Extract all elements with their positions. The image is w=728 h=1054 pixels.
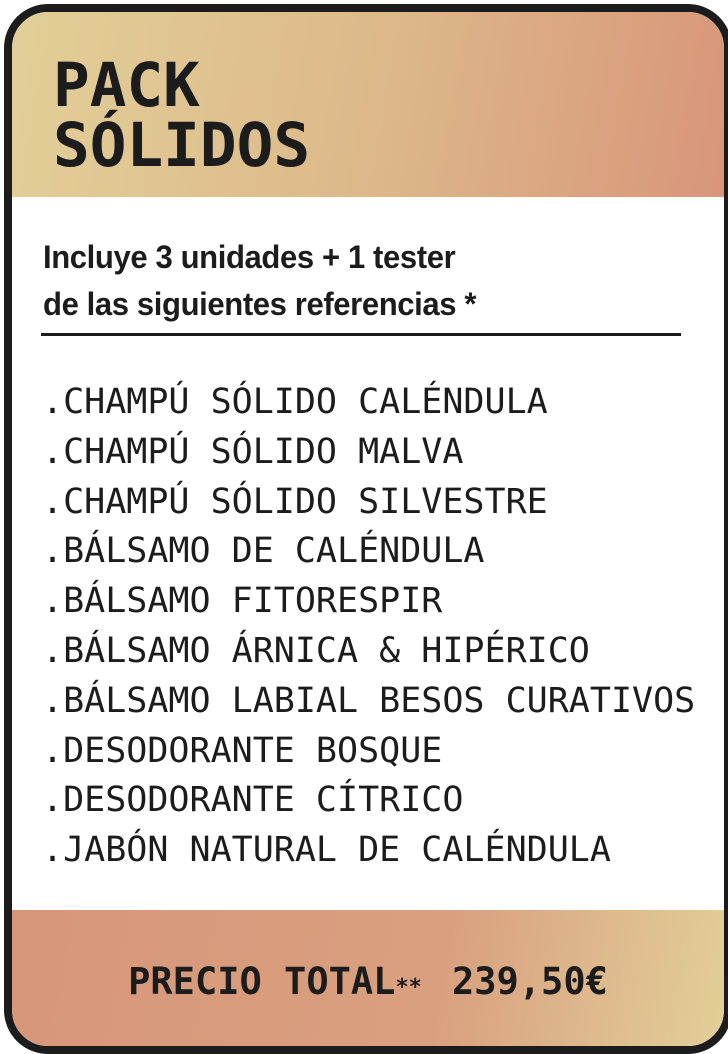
list-item: .CHAMPÚ SÓLIDO MALVA bbox=[42, 431, 464, 472]
list-item: .CHAMPÚ SÓLIDO CALÉNDULA bbox=[42, 382, 548, 422]
list-item: .BÁLSAMO ÁRNICA & HIPÉRICO bbox=[42, 630, 590, 671]
intro-line-1: Incluye 3 unidades + 1 tester bbox=[43, 239, 456, 275]
price-label: PRECIO TOTAL bbox=[128, 960, 396, 1003]
product-list: .CHAMPÚ SÓLIDO CALÉNDULA .CHAMPÚ SÓLIDO … bbox=[42, 378, 722, 876]
pack-card: PACK SÓLIDOS Incluye 3 unidades + 1 teste… bbox=[4, 4, 728, 1054]
pack-title: PACK SÓLIDOS bbox=[53, 55, 310, 176]
divider bbox=[41, 333, 681, 336]
list-item: .CHAMPÚ SÓLIDO SILVESTRE bbox=[42, 481, 548, 522]
header-banner: PACK SÓLIDOS bbox=[12, 12, 724, 197]
price-line: PRECIO TOTAL** 239,50€ bbox=[12, 960, 724, 1003]
list-item: .BÁLSAMO FITORESPIR bbox=[42, 581, 443, 622]
intro-line-2: de las siguientes referencias * bbox=[43, 286, 477, 322]
list-item: .DESODORANTE BOSQUE bbox=[42, 730, 443, 771]
title-line-2: SÓLIDOS bbox=[53, 110, 311, 181]
intro-text: Incluye 3 unidades + 1 tester de las sigu… bbox=[43, 234, 664, 328]
footer-banner: PRECIO TOTAL** 239,50€ bbox=[12, 910, 724, 1046]
list-item: .DESODORANTE CÍTRICO bbox=[42, 780, 464, 821]
list-item: .BÁLSAMO DE CALÉNDULA bbox=[42, 531, 485, 572]
list-item: .JABÓN NATURAL DE CALÉNDULA bbox=[42, 830, 611, 871]
price-footnote-mark: ** bbox=[395, 975, 422, 1000]
list-item: .BÁLSAMO LABIAL BESOS CURATIVOS bbox=[42, 680, 696, 721]
price-value: 239,50€ bbox=[451, 960, 608, 1003]
title-line-1: PACK bbox=[53, 50, 200, 121]
